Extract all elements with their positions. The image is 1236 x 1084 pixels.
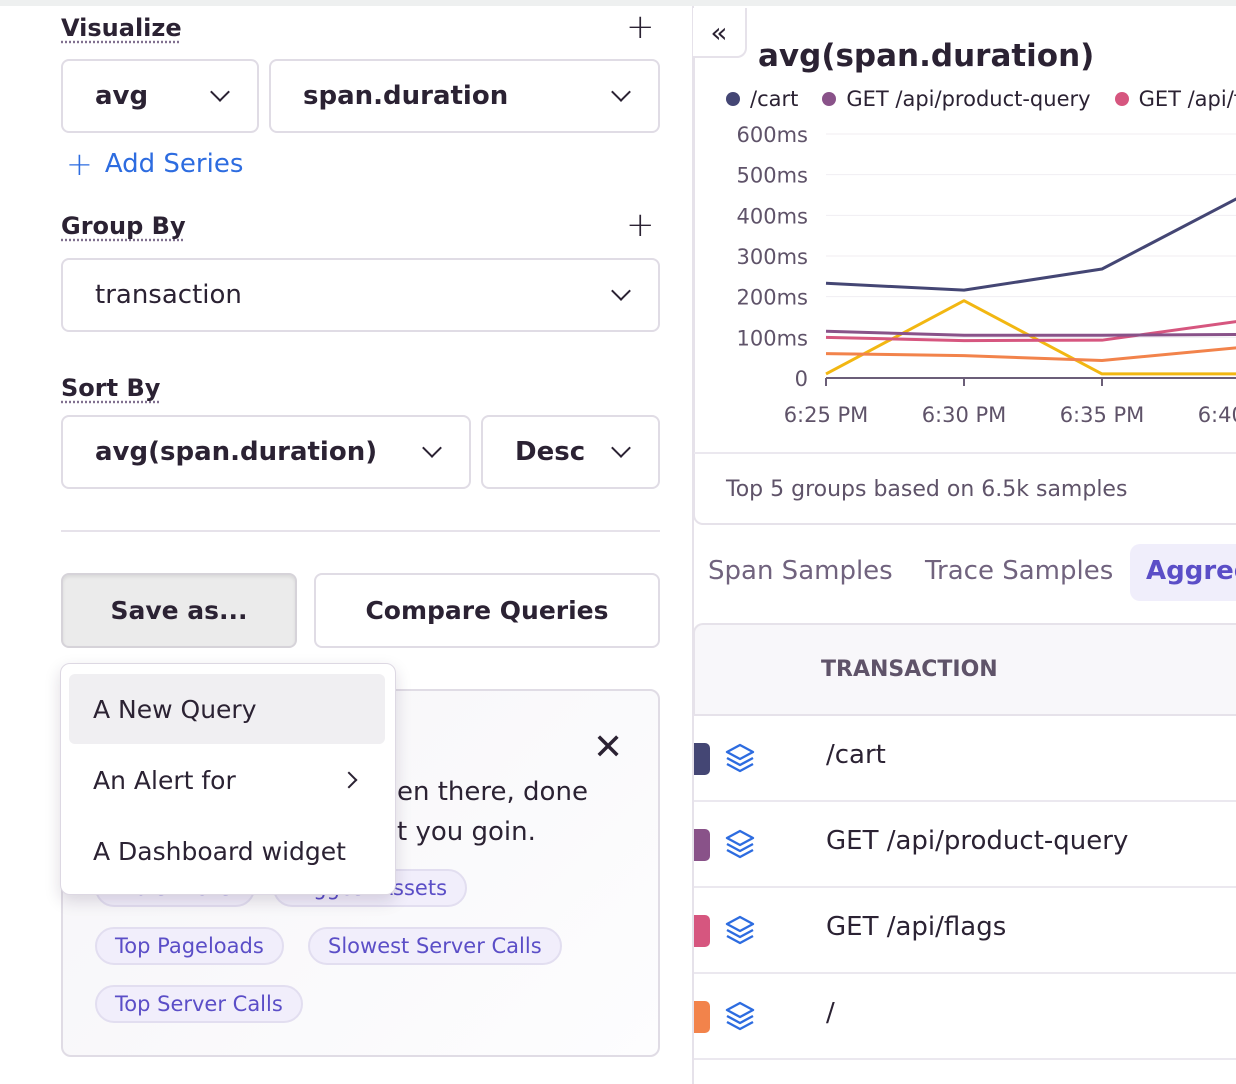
chart-footer: Top 5 groups based on 6.5k samples bbox=[726, 477, 1128, 502]
menu-item-label: A Dashboard widget bbox=[93, 836, 346, 866]
sort-order-select[interactable]: Desc bbox=[481, 415, 660, 489]
table-row[interactable]: GET /api/flags bbox=[694, 888, 1236, 974]
legend-label: GET /api/flags bbox=[1138, 87, 1236, 111]
double-chevron-left-icon: « bbox=[710, 15, 728, 49]
x-tick-label: 6:25 PM bbox=[784, 403, 869, 427]
field-value: span.duration bbox=[303, 81, 509, 111]
transaction-name[interactable]: GET /api/flags bbox=[826, 912, 1007, 942]
plus-icon: + bbox=[66, 145, 93, 183]
suggestions-text-line2: t you goin. bbox=[397, 817, 536, 847]
stack-icon[interactable] bbox=[724, 828, 756, 860]
legend-item[interactable]: GET /api/product-query bbox=[822, 87, 1091, 111]
y-tick-label: 400ms bbox=[737, 204, 808, 228]
series-color-swatch bbox=[694, 915, 710, 947]
group-by-label: Group By bbox=[61, 212, 186, 240]
panel-divider bbox=[692, 6, 694, 1084]
group-by-value: transaction bbox=[95, 280, 242, 310]
chart-panel bbox=[693, 57, 1236, 525]
field-select[interactable]: span.duration bbox=[269, 59, 660, 133]
y-tick-label: 100ms bbox=[737, 326, 808, 350]
menu-item-new-query[interactable]: A New Query bbox=[69, 674, 385, 744]
chevron-down-icon bbox=[611, 82, 631, 102]
collapse-sidebar-button[interactable]: « bbox=[693, 8, 747, 58]
legend-label: GET /api/product-query bbox=[846, 87, 1091, 111]
add-group-by-plus-icon[interactable]: + bbox=[626, 205, 655, 245]
chevron-right-icon bbox=[340, 771, 358, 789]
suggestion-pill[interactable]: Top Pageloads bbox=[95, 927, 284, 965]
tab-aggregates[interactable]: Aggreg bbox=[1130, 544, 1236, 601]
legend-item[interactable]: GET /api/flags bbox=[1114, 87, 1236, 111]
series-line bbox=[825, 299, 1236, 376]
top-border bbox=[0, 0, 1236, 6]
suggestions-text-line1: en there, done bbox=[397, 777, 588, 807]
legend-item[interactable]: /cart bbox=[726, 87, 798, 111]
chevron-down-icon bbox=[611, 281, 631, 301]
close-icon[interactable]: ✕ bbox=[593, 727, 624, 768]
suggestion-pill[interactable]: Top Server Calls bbox=[95, 985, 303, 1023]
menu-item-label: A New Query bbox=[93, 694, 257, 724]
tab-trace-samples[interactable]: Trace Samples bbox=[925, 556, 1114, 586]
table-row[interactable]: /cart bbox=[694, 716, 1236, 802]
stack-icon[interactable] bbox=[724, 742, 756, 774]
chevron-down-icon bbox=[422, 438, 442, 458]
series-line bbox=[825, 197, 1236, 292]
stack-icon[interactable] bbox=[724, 914, 756, 946]
divider bbox=[61, 530, 660, 532]
column-header-transaction[interactable]: TRANSACTION bbox=[821, 657, 998, 682]
chart-legend: /cart GET /api/product-query GET /api/flag… bbox=[726, 87, 1236, 111]
legend-dot bbox=[822, 92, 837, 106]
table-header: TRANSACTION bbox=[693, 623, 1236, 716]
y-tick-label: 600ms bbox=[737, 123, 808, 147]
chevron-down-icon bbox=[210, 82, 230, 102]
add-series-label: Add Series bbox=[104, 149, 244, 179]
add-series-button[interactable]: + Add Series bbox=[66, 148, 243, 180]
function-value: avg bbox=[95, 81, 149, 111]
menu-item-alert[interactable]: An Alert for bbox=[69, 745, 385, 815]
series-color-swatch bbox=[694, 743, 710, 775]
series-color-swatch bbox=[694, 829, 710, 861]
x-tick-label: 6:30 PM bbox=[922, 403, 1007, 427]
chevron-down-icon bbox=[611, 438, 631, 458]
table-row[interactable]: / bbox=[694, 974, 1236, 1060]
group-by-select[interactable]: transaction bbox=[61, 258, 660, 332]
legend-dot bbox=[1114, 92, 1129, 106]
table-row[interactable]: GET /api/product-query bbox=[694, 802, 1236, 888]
x-tick-label: 6:35 PM bbox=[1060, 403, 1145, 427]
add-visualize-plus-icon[interactable]: + bbox=[626, 7, 655, 47]
save-as-button[interactable]: Save as... bbox=[61, 573, 297, 648]
compare-queries-button[interactable]: Compare Queries bbox=[314, 573, 660, 648]
y-tick-label: 300ms bbox=[737, 245, 808, 269]
sort-field-value: avg(span.duration) bbox=[95, 437, 378, 467]
chart-footer-divider bbox=[694, 452, 1236, 454]
transaction-name[interactable]: GET /api/product-query bbox=[826, 826, 1129, 856]
y-tick-label: 0 bbox=[795, 367, 808, 391]
y-tick-label: 500ms bbox=[737, 164, 808, 188]
sort-field-select[interactable]: avg(span.duration) bbox=[61, 415, 471, 489]
series-line bbox=[825, 320, 1236, 343]
save-as-menu: A New Query An Alert for A Dashboard wid… bbox=[60, 663, 396, 895]
chart-title: avg(span.duration) bbox=[758, 38, 1095, 74]
menu-item-label: An Alert for bbox=[93, 765, 236, 795]
suggestion-pill[interactable]: Slowest Server Calls bbox=[308, 927, 562, 965]
x-tick-label: 6:40 PM bbox=[1198, 403, 1236, 427]
series-line bbox=[825, 329, 1236, 337]
transaction-name[interactable]: / bbox=[826, 998, 835, 1028]
y-tick-label: 200ms bbox=[737, 286, 808, 310]
sort-order-value: Desc bbox=[515, 437, 586, 467]
series-line bbox=[825, 346, 1236, 363]
tab-span-samples[interactable]: Span Samples bbox=[708, 556, 893, 586]
legend-label: /cart bbox=[750, 87, 799, 111]
visualize-label: Visualize bbox=[61, 14, 182, 42]
sort-by-label: Sort By bbox=[61, 374, 161, 402]
menu-item-dashboard-widget[interactable]: A Dashboard widget bbox=[69, 816, 385, 886]
line-chart: 0 100ms 200ms 300ms 400ms 500ms 600ms 6:25 PM 6:… bbox=[737, 123, 1236, 427]
series-color-swatch bbox=[694, 1001, 710, 1033]
function-select[interactable]: avg bbox=[61, 59, 259, 133]
transaction-name[interactable]: /cart bbox=[826, 740, 886, 770]
legend-dot bbox=[726, 92, 740, 106]
stack-icon[interactable] bbox=[724, 1000, 756, 1032]
